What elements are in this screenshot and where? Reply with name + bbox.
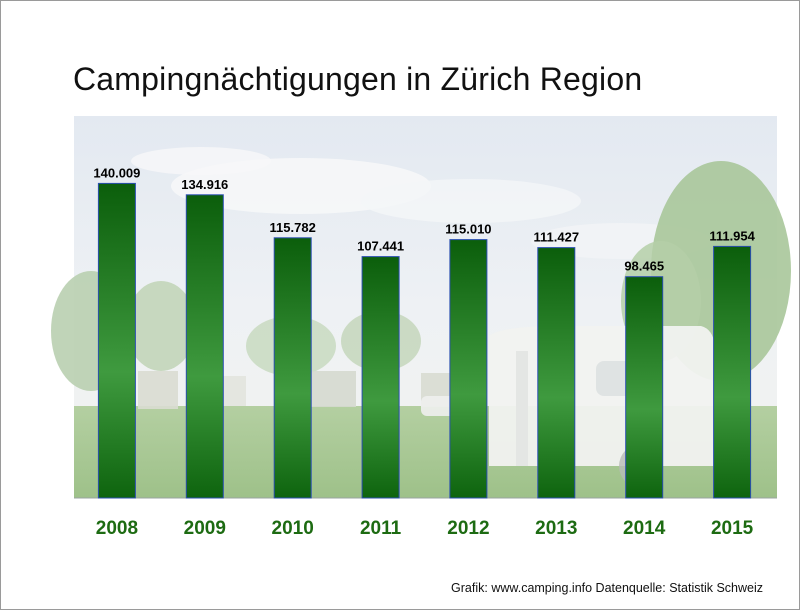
bar-2011 — [361, 256, 400, 499]
x-tick-label-2009: 2009 — [184, 518, 226, 539]
x-tick-label-2008: 2008 — [96, 518, 138, 539]
data-label-2015: 111.954 — [709, 228, 755, 243]
bar-2015 — [713, 245, 752, 499]
data-label-2013: 111.427 — [534, 230, 580, 245]
bar-2010 — [273, 237, 312, 499]
data-label-2009: 134.916 — [181, 177, 228, 192]
background-photo — [51, 116, 791, 498]
data-label-2010: 115.782 — [270, 220, 316, 235]
bar-2012 — [449, 239, 488, 499]
bar-2013 — [537, 247, 576, 499]
x-tick-label-2015: 2015 — [711, 518, 754, 539]
x-tick-label-2014: 2014 — [623, 518, 666, 539]
x-tick-labels: 2008 2009 2010 2011 2012 2013 2014 2015 — [96, 518, 754, 539]
data-labels: 140.009 134.916 115.782 107.441 115.010 111.4… — [93, 165, 755, 273]
bar-series — [97, 182, 752, 499]
source-note: Grafik: www.camping.info Datenquelle: St… — [451, 581, 763, 595]
data-label-2008: 140.009 — [93, 165, 140, 180]
chart-title: Campingnächtigungen in Zürich Region — [73, 61, 643, 97]
bar-2009 — [185, 194, 224, 499]
bar-2014 — [625, 276, 664, 499]
data-label-2012: 115.010 — [445, 222, 491, 237]
x-tick-label-2010: 2010 — [272, 518, 314, 539]
x-tick-label-2011: 2011 — [360, 518, 402, 539]
data-label-2011: 107.441 — [357, 239, 404, 254]
x-tick-label-2012: 2012 — [447, 518, 489, 539]
data-label-2014: 98.465 — [624, 259, 664, 274]
bar-2008 — [97, 182, 136, 499]
x-tick-label-2013: 2013 — [535, 518, 577, 539]
